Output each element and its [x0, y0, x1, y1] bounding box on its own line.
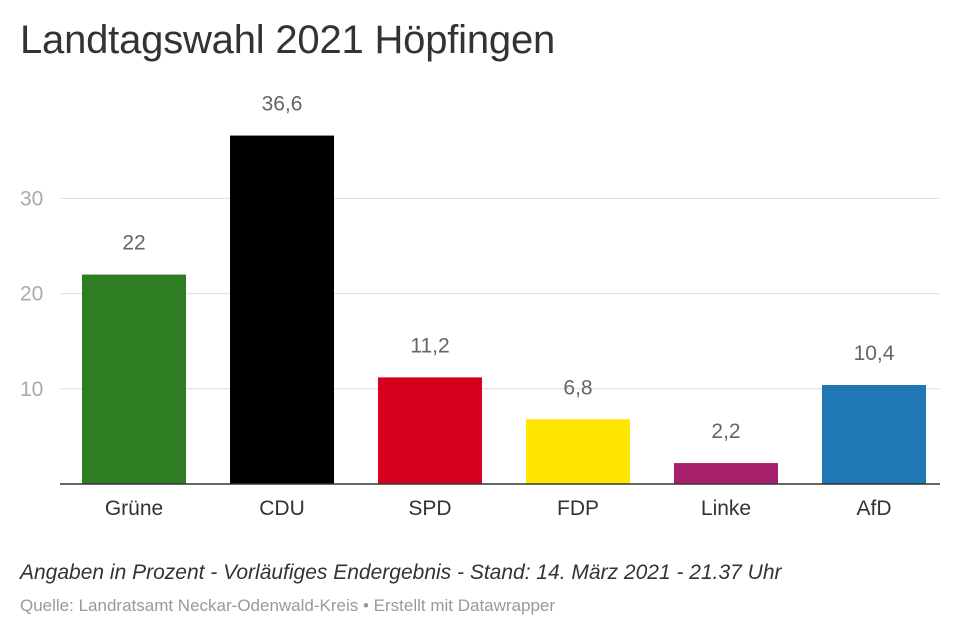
value-label-linke: 2,2	[711, 420, 740, 443]
bar-afd	[822, 384, 926, 484]
category-label-fdp: FDP	[557, 497, 599, 520]
value-label-spd: 11,2	[410, 334, 449, 357]
bar-linke	[674, 463, 778, 484]
bar-fdp	[526, 419, 630, 484]
value-label-afd: 10,4	[854, 342, 895, 365]
chart-description: Angaben in Prozent - Vorläufiges Enderge…	[20, 561, 782, 584]
chart-source-footer: Quelle: Landratsamt Neckar-Odenwald-Krei…	[20, 596, 556, 615]
bar-chart: 10 20 30 22 36,6 11,2 6,8 2,2 10,4 Grüne CDU SPD F…	[20, 93, 940, 520]
value-label-gr-ne: 22	[122, 232, 145, 255]
bars	[82, 135, 926, 484]
category-label-spd: SPD	[408, 497, 451, 520]
value-label-fdp: 6,8	[563, 376, 592, 399]
value-labels: 22 36,6 11,2 6,8 2,2 10,4	[122, 93, 894, 443]
category-label-afd: AfD	[856, 497, 891, 520]
category-label-gr-ne: Grüne	[105, 497, 163, 520]
bar-cdu	[230, 135, 334, 484]
category-label-linke: Linke	[701, 497, 751, 520]
x-axis-category-labels: Grüne CDU SPD FDP Linke AfD	[105, 497, 892, 520]
value-label-cdu: 36,6	[262, 93, 303, 116]
y-tick-label-30: 30	[20, 187, 43, 210]
gridlines	[60, 197, 940, 390]
chart-title: Landtagswahl 2021 Höpfingen	[20, 18, 556, 62]
category-label-cdu: CDU	[259, 497, 305, 520]
bar-gr-ne	[82, 274, 186, 484]
y-axis-ticks: 10 20 30	[20, 187, 43, 400]
y-tick-label-20: 20	[20, 283, 43, 306]
bar-spd	[378, 377, 482, 484]
y-tick-label-10: 10	[20, 378, 43, 401]
